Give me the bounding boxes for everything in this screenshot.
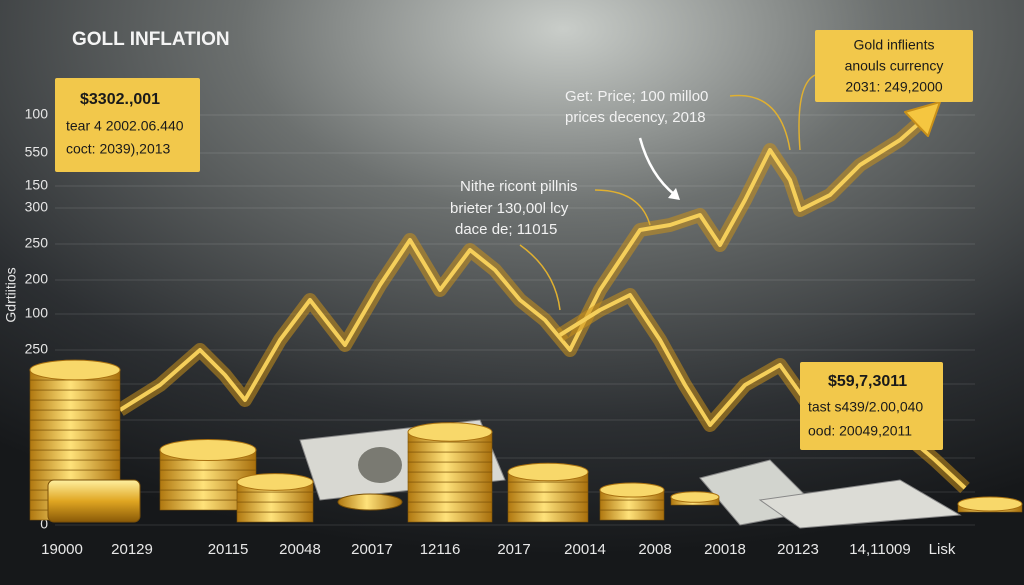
annotation-text: Nithe ricont pillnis — [460, 178, 578, 195]
coin-top — [507, 462, 589, 482]
callout-text: tear 4 2002.06.440 — [66, 118, 184, 134]
callout-text: ood: 20049,2011 — [808, 423, 912, 439]
coin-edge — [407, 461, 493, 473]
x-axis-label: 20014 — [564, 541, 606, 558]
coin-edge — [29, 389, 121, 401]
arrow — [638, 137, 676, 196]
coin-edge — [236, 491, 314, 503]
callout-text: Gold inflients — [854, 37, 935, 53]
y-axis-label: 0 — [40, 516, 48, 532]
banknote-portrait — [358, 447, 402, 483]
coin-top — [670, 491, 720, 503]
coin-top — [29, 359, 121, 381]
gold-bar — [47, 479, 141, 523]
coin-edge — [599, 499, 665, 511]
arrow — [519, 244, 561, 311]
y-axis-label: 150 — [25, 177, 49, 193]
x-axis-label: 12116 — [420, 541, 461, 558]
annotation-text: Get: Price; 100 millo0 — [565, 88, 708, 105]
coin-edge — [507, 511, 589, 523]
y-axis-label: 100 — [25, 305, 49, 321]
annotation-arrows — [519, 74, 816, 311]
y-axis-label: 550 — [25, 144, 49, 160]
x-axis-label: Lisk — [929, 541, 956, 558]
x-axis-label: 2008 — [638, 541, 671, 558]
x-axis-label: 19000 — [41, 541, 83, 558]
coin-edge — [507, 491, 589, 503]
upper-line-core — [118, 116, 927, 412]
coin-edge — [29, 439, 121, 451]
coin-edge — [599, 509, 665, 521]
annotation-text: dace de; 11015 — [455, 221, 557, 238]
callout-box — [55, 78, 200, 172]
coin-top — [599, 482, 665, 498]
coin-edge — [507, 501, 589, 513]
callout: Gold inflients anouls currency 2031: 249… — [815, 30, 973, 102]
arrow-head — [904, 101, 941, 137]
coin-flat — [337, 493, 403, 511]
coin-edge — [407, 511, 493, 523]
coin-edge — [29, 409, 121, 421]
coin-edge — [236, 511, 314, 523]
arrow-tip — [668, 188, 680, 200]
y-axis-label: 250 — [25, 235, 49, 251]
x-axis-label: 20115 — [208, 541, 249, 558]
arrow — [729, 94, 791, 151]
coin-edge — [29, 429, 121, 441]
callout-box — [800, 362, 943, 450]
coin-edge — [407, 481, 493, 493]
arrow — [798, 74, 816, 151]
callout-box — [815, 30, 973, 102]
coin-top — [407, 422, 493, 442]
x-axis-label: 20048 — [279, 541, 321, 558]
y-axis-label: 250 — [25, 341, 49, 357]
x-axis-label: 2017 — [497, 541, 530, 558]
callout-text: $59,7,3011 — [828, 373, 907, 390]
title: GOLL INFLATION — [72, 29, 230, 50]
y-axis-label: 300 — [25, 199, 49, 215]
coin-top — [957, 496, 1023, 512]
coin-edge — [407, 471, 493, 483]
y-axis-label: 200 — [25, 271, 49, 287]
coin-top — [236, 473, 314, 491]
callout-text: anouls currency — [845, 58, 944, 74]
coin-edge — [29, 469, 121, 481]
annotation-text: prices decency, 2018 — [565, 109, 706, 126]
banknote — [758, 479, 962, 529]
coin-edge — [29, 459, 121, 471]
x-axis: 19000 20129 20115 20048 20017 12116 2017 20014 2… — [41, 541, 956, 558]
y-axis-label: 100 — [25, 106, 49, 122]
coin-top — [159, 438, 257, 462]
coin-edge — [407, 451, 493, 463]
coin-edge — [236, 501, 314, 513]
coin-edge — [407, 501, 493, 513]
coin-edge — [29, 449, 121, 461]
coins — [29, 359, 1023, 523]
x-axis-label: 20123 — [777, 541, 819, 558]
x-axis-label: 20129 — [111, 541, 153, 558]
callout: $59,7,3011 tast s439/2.00,040 ood: 20049… — [800, 362, 943, 450]
callout: $3302.,001 tear 4 2002.06.440 coct: 2039… — [55, 78, 200, 172]
x-axis-label: 14,11009 — [849, 541, 910, 558]
coin-edge — [29, 399, 121, 411]
callout-text: $3302.,001 — [80, 91, 160, 108]
coin-edge — [159, 459, 257, 471]
callout-text: tast s439/2.00,040 — [808, 399, 923, 415]
coin-edge — [407, 491, 493, 503]
x-axis-label: 20017 — [351, 541, 393, 558]
callout-text: 2031: 249,2000 — [845, 79, 943, 95]
coin-edge — [29, 379, 121, 391]
callout-text: coct: 2039),2013 — [66, 141, 171, 157]
coin-edge — [507, 481, 589, 493]
arrow — [594, 189, 651, 226]
x-axis-label: 20018 — [704, 541, 746, 558]
coin-edge — [29, 419, 121, 431]
y-axis-title: Gdrtiitios — [3, 267, 19, 322]
coin-edge — [407, 441, 493, 453]
annotation-text: brieter 130,00l lcy — [450, 200, 569, 217]
